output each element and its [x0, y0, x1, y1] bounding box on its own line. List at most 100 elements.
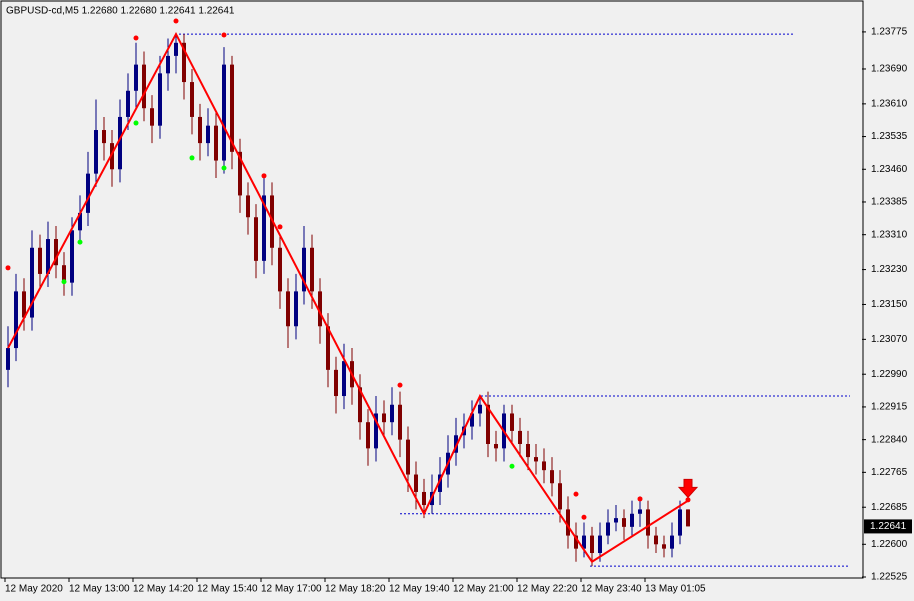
fractal-dot: [581, 514, 587, 520]
candle-body: [494, 443, 498, 449]
candle-body: [214, 125, 218, 161]
y-tick-label: 1.23535: [871, 131, 908, 142]
y-tick-label: 1.22990: [871, 369, 908, 380]
candle-body: [78, 212, 82, 231]
candle-body: [294, 291, 298, 327]
candle-body: [134, 64, 138, 91]
candle-body: [542, 461, 546, 471]
x-tick-label: 12 May 21:00: [453, 584, 514, 595]
fractal-dot: [221, 165, 227, 171]
y-tick-label: 1.22685: [871, 502, 908, 513]
candle-body: [54, 239, 58, 266]
price-label-bg: [864, 519, 912, 534]
candle-body: [86, 173, 90, 213]
candle-body: [582, 535, 586, 549]
candle-body: [526, 443, 530, 458]
candle-body: [534, 457, 538, 462]
candle-body: [62, 265, 66, 283]
candle-body: [590, 535, 594, 554]
candle-body: [46, 239, 50, 274]
candle-body: [30, 247, 34, 318]
candle-body: [622, 518, 626, 527]
zigzag-line: [7, 31, 689, 564]
x-tick-label: 12 May 13:00: [69, 584, 130, 595]
candle-body: [14, 291, 18, 349]
candle-body: [654, 535, 658, 545]
candle-body: [630, 513, 634, 527]
candle-body: [606, 522, 610, 536]
x-tick-label: 12 May 23:40: [581, 584, 642, 595]
candle-body: [366, 422, 370, 449]
y-tick-label: 1.23150: [871, 299, 908, 310]
chart-title: GBPUSD-cd,M5 1.22680 1.22680 1.22641 1.2…: [6, 6, 235, 17]
candle-body: [198, 116, 202, 144]
candle-body: [150, 108, 154, 126]
fractal-dot: [77, 239, 83, 245]
candle-body: [574, 535, 578, 549]
candle-body: [302, 247, 306, 292]
candle-body: [6, 348, 10, 370]
candle-body: [550, 470, 554, 484]
fractal-dot: [509, 463, 515, 469]
candle-body: [254, 217, 258, 261]
fractal-dot: [637, 496, 643, 502]
candle-body: [518, 430, 522, 444]
candle-body: [558, 483, 562, 510]
candle-body: [486, 404, 490, 444]
candle-body: [230, 64, 234, 152]
x-tick-label: 12 May 19:40: [389, 584, 450, 595]
candle-body: [318, 291, 322, 327]
y-tick-label: 1.23690: [871, 64, 908, 75]
candle-body: [598, 535, 602, 554]
candle-body: [142, 64, 146, 109]
fractal-dot: [189, 155, 195, 161]
y-tick-label: 1.23775: [871, 27, 908, 38]
y-tick-label: 1.23310: [871, 229, 908, 240]
x-tick-label: 12 May 14:20: [133, 584, 194, 595]
candle-body: [662, 544, 666, 549]
candle-body: [422, 491, 426, 506]
candle-body: [310, 247, 314, 292]
x-tick-label: 12 May 15:40: [197, 584, 258, 595]
fractal-dot: [277, 224, 283, 230]
candle-body: [678, 509, 682, 536]
candle-body: [206, 125, 210, 144]
y-tick-label: 1.22840: [871, 434, 908, 445]
candle-body: [190, 82, 194, 117]
candle-body: [478, 404, 482, 414]
fractal-dot: [397, 382, 403, 388]
candle-body: [278, 247, 282, 292]
candle-body: [334, 369, 338, 397]
candle-body: [686, 509, 690, 527]
candle-body: [390, 404, 394, 423]
candle-body: [94, 130, 98, 174]
y-tick-label: 1.22765: [871, 467, 908, 478]
candle-body: [382, 413, 386, 423]
candle-body: [646, 509, 650, 536]
x-tick-label: 13 May 01:05: [645, 584, 706, 595]
y-tick-label: 1.22915: [871, 402, 908, 413]
candle-body: [342, 361, 346, 397]
candle-body: [454, 435, 458, 453]
fractal-dot: [685, 497, 691, 503]
y-tick-label: 1.23460: [871, 164, 908, 175]
y-tick-label: 1.23230: [871, 264, 908, 275]
candle-body: [438, 474, 442, 492]
candle-body: [166, 55, 170, 74]
candle-body: [374, 413, 378, 449]
candle-body: [126, 90, 130, 117]
candle-body: [638, 509, 642, 514]
candle-body: [470, 413, 474, 427]
candle-body: [182, 42, 186, 83]
candle-body: [246, 195, 250, 218]
candle-body: [414, 474, 418, 492]
candle-body: [118, 116, 122, 170]
candle-body: [158, 73, 162, 126]
candle-body: [110, 143, 114, 170]
candle-body: [238, 151, 242, 196]
price-label: 1.22641: [870, 521, 907, 532]
x-tick-label: 12 May 22:20: [517, 584, 578, 595]
candle-body: [262, 195, 266, 261]
